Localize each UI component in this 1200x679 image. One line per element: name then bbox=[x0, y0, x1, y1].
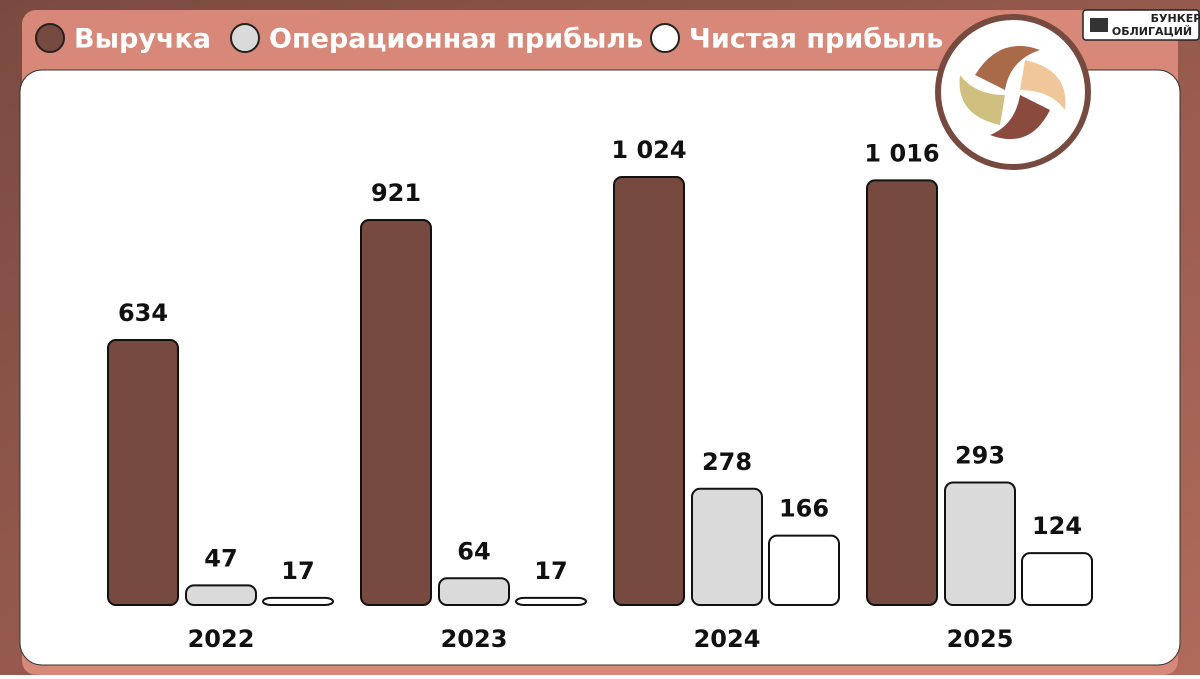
bar bbox=[691, 487, 763, 606]
value-label: 293 bbox=[955, 442, 1005, 470]
brand-line: ОБЛИГАЦИЙ bbox=[1112, 25, 1192, 38]
value-label: 166 bbox=[779, 495, 829, 523]
value-label: 1 024 bbox=[611, 136, 686, 164]
bar bbox=[866, 179, 938, 606]
bar bbox=[515, 596, 587, 606]
bar bbox=[613, 176, 685, 606]
bar bbox=[262, 596, 334, 606]
legend-label: Операционная прибыль bbox=[269, 24, 643, 55]
x-tick-label: 2024 bbox=[694, 625, 761, 653]
legend-label: Чистая прибыль bbox=[689, 24, 943, 55]
value-label: 47 bbox=[204, 544, 237, 572]
value-label: 634 bbox=[118, 299, 168, 327]
legend-label: Выручка bbox=[74, 24, 211, 55]
bar bbox=[1021, 552, 1093, 606]
bar bbox=[107, 339, 179, 606]
bar bbox=[185, 584, 257, 606]
value-label: 124 bbox=[1032, 512, 1082, 540]
value-label: 17 bbox=[281, 557, 314, 585]
legend-marker bbox=[35, 23, 65, 53]
bar bbox=[360, 219, 432, 606]
value-label: 921 bbox=[371, 179, 421, 207]
brand-badge: БУНКЕР ОБЛИГАЦИЙ bbox=[1082, 9, 1200, 41]
value-label: 278 bbox=[702, 448, 752, 476]
x-tick-label: 2022 bbox=[188, 625, 255, 653]
bar bbox=[438, 577, 510, 606]
legend-marker bbox=[650, 23, 680, 53]
value-label: 64 bbox=[457, 537, 490, 565]
bar bbox=[768, 534, 840, 606]
legend-marker bbox=[230, 23, 260, 53]
value-label: 1 016 bbox=[864, 139, 939, 167]
x-tick-label: 2025 bbox=[947, 625, 1014, 653]
value-label: 17 bbox=[534, 557, 567, 585]
logo bbox=[935, 14, 1091, 170]
x-tick-label: 2023 bbox=[441, 625, 508, 653]
bar bbox=[944, 481, 1016, 606]
brand-line: БУНКЕР bbox=[1151, 12, 1200, 25]
